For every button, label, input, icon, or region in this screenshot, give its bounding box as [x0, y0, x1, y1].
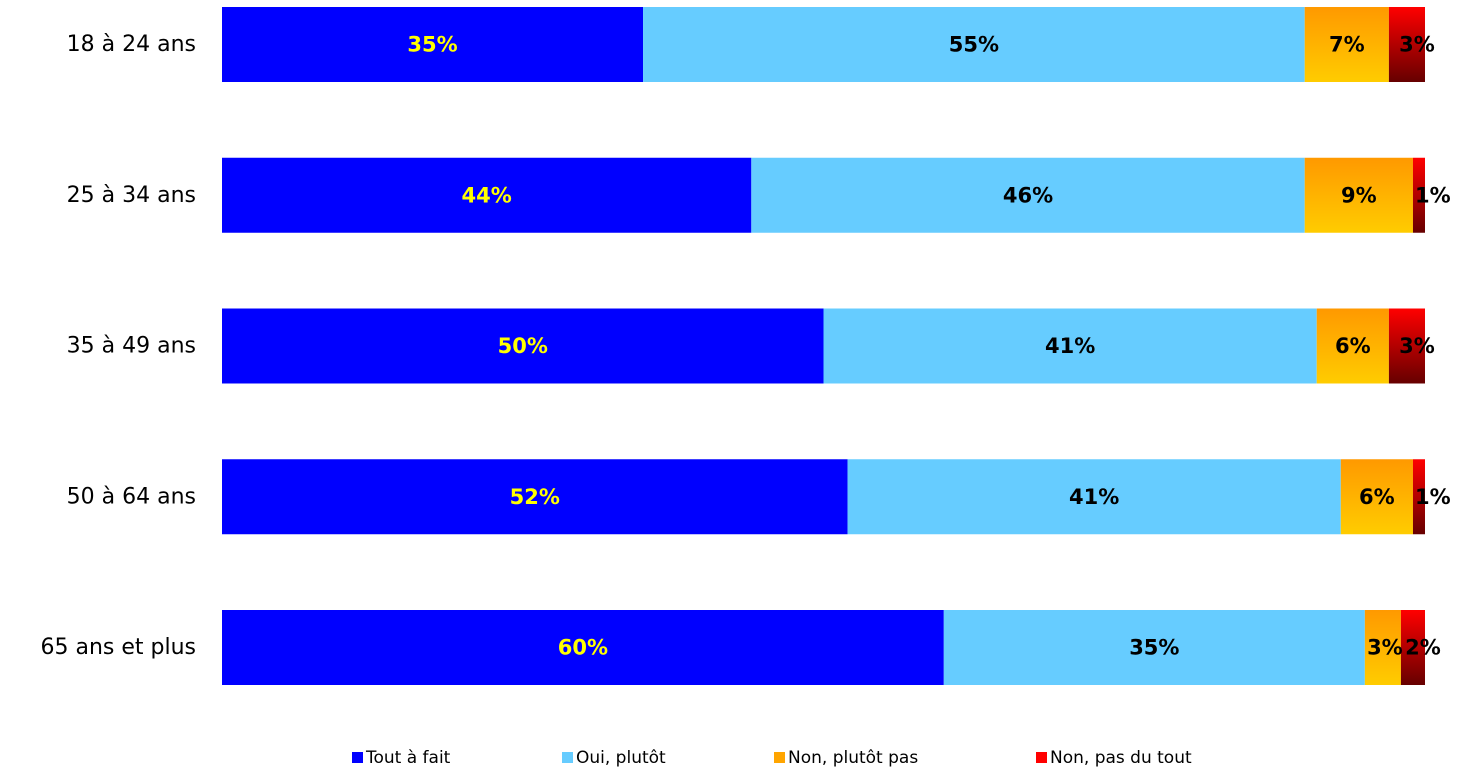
data-label: 3% [1367, 636, 1403, 660]
legend: Tout à fait Oui, plutôt Non, plutôt pas Non… [352, 748, 1192, 768]
bar-segment [1316, 308, 1389, 384]
category-label: 65 ans et plus [40, 635, 196, 660]
bar-segment [1388, 308, 1425, 384]
bar-segment [222, 7, 644, 82]
data-label: 52% [510, 485, 560, 509]
data-label: 44% [462, 183, 512, 207]
bar-segment [222, 610, 944, 685]
legend-swatch [1036, 752, 1047, 763]
bar-segment [943, 610, 1365, 685]
bar-segment [1388, 7, 1425, 82]
legend-label: Non, pas du tout [1050, 748, 1192, 768]
data-label: 1% [1415, 183, 1451, 207]
data-label: 6% [1359, 485, 1395, 509]
data-label: 60% [558, 636, 608, 660]
data-label: 46% [1003, 183, 1053, 207]
bar-segment [1412, 459, 1425, 535]
bars-layer [222, 7, 1425, 685]
bar-segment [643, 7, 1305, 82]
bar-segment [847, 459, 1341, 535]
legend-swatch [774, 752, 785, 763]
data-label: 3% [1399, 334, 1435, 358]
data-label: 35% [407, 33, 457, 57]
data-label: 6% [1335, 334, 1371, 358]
bar-segment [751, 157, 1305, 233]
category-label: 35 à 49 ans [67, 334, 196, 359]
bar-segment [222, 157, 752, 233]
legend-swatch [562, 752, 573, 763]
bar-segment [823, 308, 1317, 384]
bar-segment [1364, 610, 1401, 685]
data-label: 3% [1399, 33, 1435, 57]
data-label: 55% [949, 33, 999, 57]
legend-label: Non, plutôt pas [788, 748, 918, 768]
legend-label: Tout à fait [365, 748, 451, 768]
data-label: 35% [1129, 636, 1179, 660]
bar-segment [222, 308, 824, 384]
data-label: 41% [1069, 485, 1119, 509]
category-label: 50 à 64 ans [67, 484, 196, 509]
bar-segment [1400, 610, 1425, 685]
labels-layer: 18 à 24 ans 35% 55% 7% 3% 25 à 34 ans 44% 46% 9%… [40, 32, 1450, 660]
bar-segment [1412, 157, 1425, 233]
bar-segment [1304, 157, 1413, 233]
legend-label: Oui, plutôt [576, 748, 666, 768]
bar-segment [1340, 459, 1413, 535]
bar-segment [1304, 7, 1389, 82]
data-label: 7% [1329, 33, 1365, 57]
data-label: 9% [1341, 183, 1377, 207]
category-label: 25 à 34 ans [67, 183, 196, 208]
legend-swatch [352, 752, 363, 763]
bar-segment [222, 459, 848, 535]
data-label: 2% [1405, 636, 1441, 660]
data-label: 41% [1045, 334, 1095, 358]
data-label: 1% [1415, 485, 1451, 509]
category-label: 18 à 24 ans [67, 32, 196, 57]
data-label: 50% [498, 334, 548, 358]
